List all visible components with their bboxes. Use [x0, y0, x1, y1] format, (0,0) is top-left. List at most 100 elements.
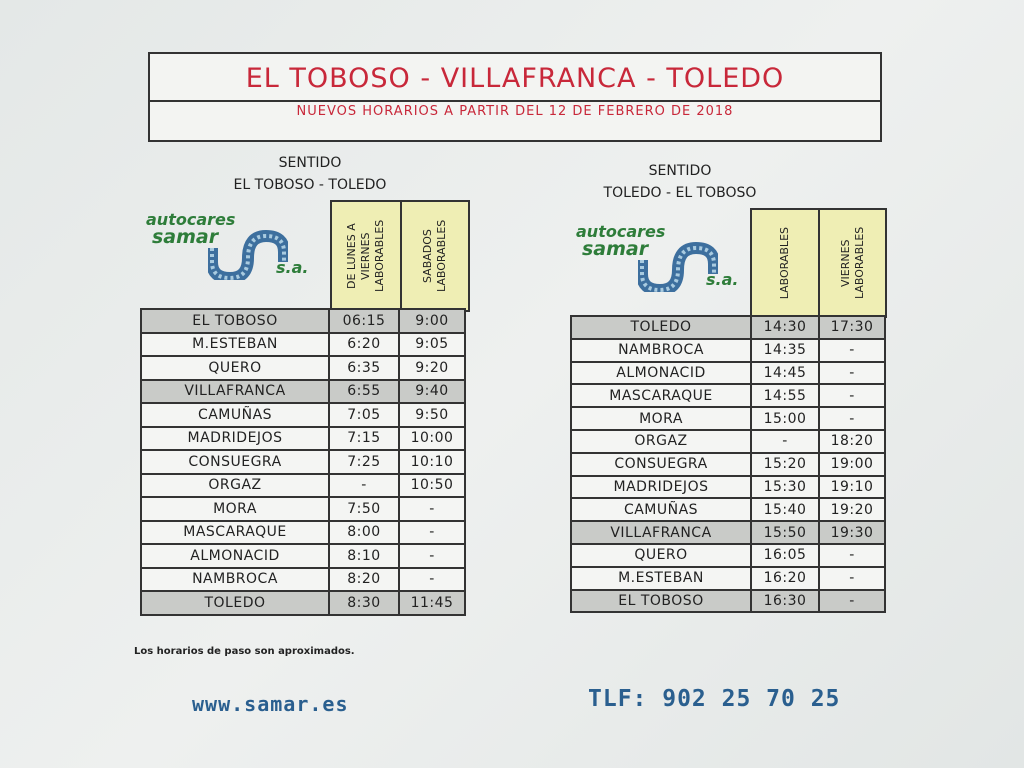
table-row: VILLAFRANCA 6:55 9:40 [140, 378, 466, 404]
stop-name: TOLEDO [140, 590, 330, 616]
time-cell: 7:05 [328, 402, 400, 428]
phone-number: TLF: 902 25 70 25 [588, 686, 841, 712]
time-cell: 6:35 [328, 355, 400, 381]
time-cell: 8:30 [328, 590, 400, 616]
time-cell: - [818, 542, 886, 568]
samar-logo: autocares samar s.a. [146, 210, 316, 280]
column-header: LABORABLES [778, 226, 791, 300]
table-row: MASCARAQUE 14:55- [570, 383, 886, 409]
time-cell: 15:20 [750, 451, 820, 477]
title-box: EL TOBOSO - VILLAFRANCA - TOLEDO NUEVOS … [148, 52, 882, 142]
time-cell: 17:30 [818, 315, 886, 340]
table-row: QUERO 16:05- [570, 542, 886, 568]
stop-name: ALMONACID [140, 543, 330, 569]
table-row: VILLAFRANCA 15:50 19:30 [570, 520, 886, 545]
column-header: VIERNES LABORABLES [838, 226, 866, 300]
table-row: ORGAZ -18:20 [570, 428, 886, 454]
table-row: EL TOBOSO 06:15 9:00 [140, 308, 466, 334]
time-cell: - [328, 472, 400, 498]
time-cell: 9:05 [398, 331, 466, 357]
table-row: ALMONACID 14:45- [570, 360, 886, 386]
time-cell: 14:35 [750, 337, 820, 363]
time-cell: - [818, 383, 886, 409]
table-row: MADRIDEJOS 7:15 10:00 [140, 425, 466, 451]
stop-name: EL TOBOSO [570, 588, 752, 614]
table-row: NAMBROCA 8:20- [140, 566, 466, 592]
time-cell: - [398, 496, 466, 522]
time-cell: - [750, 428, 820, 454]
left-schedule-table: EL TOBOSO 06:15 9:00 M.ESTEBAN 6:20 9:05 QUERO… [140, 308, 466, 616]
time-cell: 15:00 [750, 406, 820, 431]
stop-name: VILLAFRANCA [570, 520, 752, 545]
stop-name: QUERO [140, 355, 330, 381]
time-cell: 19:10 [818, 474, 886, 500]
right-schedule-table: TOLEDO 14:30 17:30 NAMBROCA 14:35- ALMONACID 1… [570, 315, 886, 614]
table-row: EL TOBOSO 16:30- [570, 588, 886, 614]
table-row: TOLEDO 14:30 17:30 [570, 315, 886, 340]
time-cell: 14:55 [750, 383, 820, 409]
time-cell: 9:00 [398, 308, 466, 334]
table-row: MORA 7:50- [140, 496, 466, 522]
time-cell: - [818, 406, 886, 431]
stop-name: CONSUEGRA [140, 449, 330, 475]
stop-name: ALMONACID [570, 360, 752, 386]
table-row: MADRIDEJOS 15:30 19:10 [570, 474, 886, 500]
time-cell: 6:20 [328, 331, 400, 357]
stop-name: CAMUÑAS [570, 497, 752, 523]
table-row: CONSUEGRA 15:20 19:00 [570, 451, 886, 477]
stop-name: CAMUÑAS [140, 402, 330, 428]
time-cell: 19:00 [818, 451, 886, 477]
time-cell: - [398, 519, 466, 545]
stop-name: MORA [570, 406, 752, 431]
time-cell: 14:30 [750, 315, 820, 340]
time-cell: 11:45 [398, 590, 466, 616]
time-cell: 6:55 [328, 378, 400, 404]
time-cell: 16:20 [750, 565, 820, 591]
website-link[interactable]: www.samar.es [192, 692, 349, 716]
table-row: NAMBROCA 14:35- [570, 337, 886, 363]
time-cell: 8:20 [328, 566, 400, 592]
table-row: CAMUÑAS 7:05 9:50 [140, 402, 466, 428]
column-header: SABADOS LABORABLES [421, 219, 448, 293]
time-cell: 16:05 [750, 542, 820, 568]
stop-name: MADRIDEJOS [140, 425, 330, 451]
stop-name: MASCARAQUE [570, 383, 752, 409]
time-cell: 15:40 [750, 497, 820, 523]
table-row: MASCARAQUE 8:00- [140, 519, 466, 545]
stop-name: ORGAZ [140, 472, 330, 498]
subtitle: NUEVOS HORARIOS A PARTIR DEL 12 DE FEBRE… [296, 104, 734, 119]
time-cell: - [818, 337, 886, 363]
samar-emblem-icon [638, 241, 718, 292]
left-direction: SENTIDO EL TOBOSO - TOLEDO [233, 155, 387, 193]
table-row: M.ESTEBAN 16:20- [570, 565, 886, 591]
time-cell: - [818, 360, 886, 386]
table-row: ORGAZ -10:50 [140, 472, 466, 498]
stop-name: VILLAFRANCA [140, 378, 330, 404]
table-row: ALMONACID 8:10- [140, 543, 466, 569]
time-cell: 06:15 [328, 308, 400, 334]
right-column-headers: LABORABLES VIERNES LABORABLES [750, 208, 887, 318]
time-cell: 9:40 [398, 378, 466, 404]
time-cell: 15:50 [750, 520, 820, 545]
stop-name: CONSUEGRA [570, 451, 752, 477]
page-title: EL TOBOSO - VILLAFRANCA - TOLEDO [150, 58, 880, 102]
table-row: CONSUEGRA 7:25 10:10 [140, 449, 466, 475]
time-cell: 9:20 [398, 355, 466, 381]
time-cell: 18:20 [818, 428, 886, 454]
column-header: DE LUNES A VIERNES LABORABLES [345, 219, 386, 293]
time-cell: 8:00 [328, 519, 400, 545]
samar-logo-right: autocares samar s.a. [576, 222, 746, 292]
stop-name: M.ESTEBAN [570, 565, 752, 591]
left-column-headers: DE LUNES A VIERNES LABORABLES SABADOS LA… [330, 200, 470, 312]
time-cell: 7:25 [328, 449, 400, 475]
time-cell: 9:50 [398, 402, 466, 428]
time-cell: 10:00 [398, 425, 466, 451]
stop-name: M.ESTEBAN [140, 331, 330, 357]
time-cell: 8:10 [328, 543, 400, 569]
time-cell: - [818, 588, 886, 614]
stop-name: MORA [140, 496, 330, 522]
table-row: TOLEDO 8:30 11:45 [140, 590, 466, 616]
stop-name: NAMBROCA [570, 337, 752, 363]
stop-name: EL TOBOSO [140, 308, 330, 334]
note: Los horarios de paso son aproximados. [134, 646, 355, 657]
